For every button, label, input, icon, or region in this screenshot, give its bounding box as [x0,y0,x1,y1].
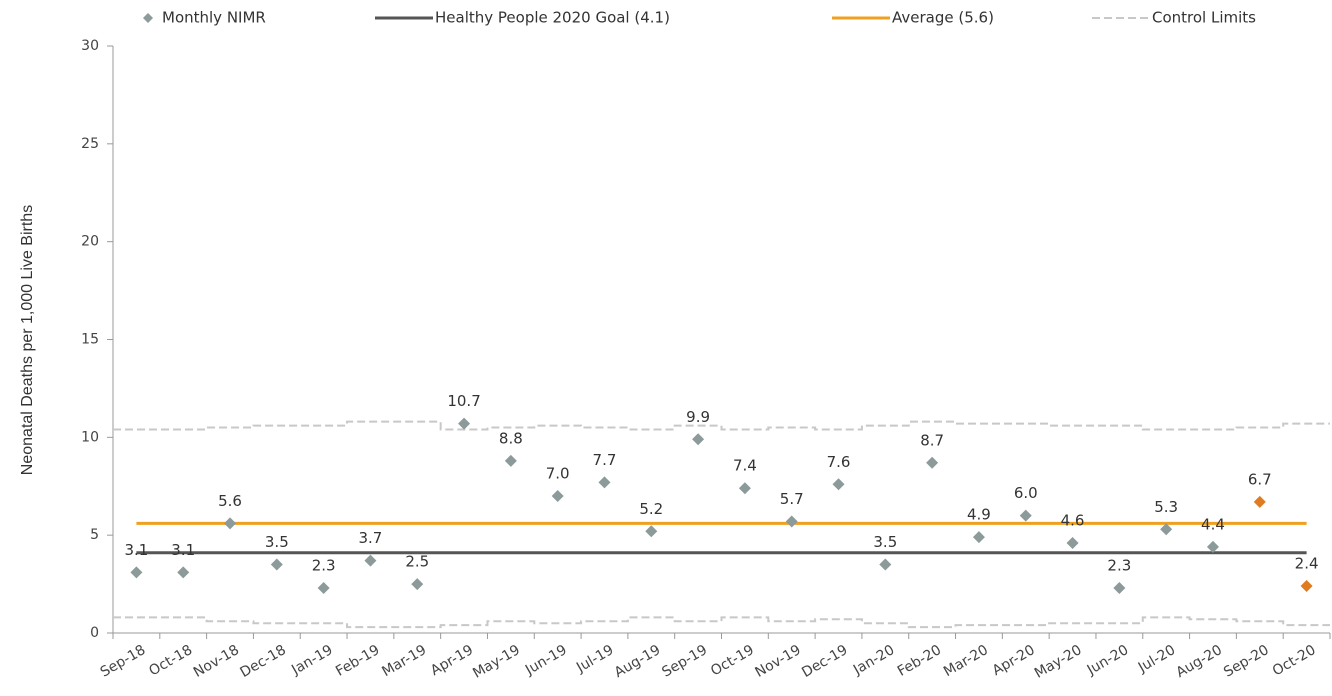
data-label: 2.3 [1107,556,1131,574]
data-point [645,525,658,538]
x-tick-label: Oct-18 [146,642,195,679]
data-point [832,478,845,491]
data-point [1253,495,1266,508]
data-point [738,482,751,495]
x-tick-label: Mar-19 [379,642,429,680]
data-point [317,581,330,594]
x-tick-label: Nov-18 [191,642,242,681]
data-point [1160,523,1173,536]
data-label: 4.4 [1201,515,1225,533]
data-label: 2.4 [1295,555,1319,573]
data-label: 5.7 [780,490,804,508]
data-label: 5.2 [639,500,663,518]
x-tick-label: Jan-19 [288,642,335,679]
data-label: 2.5 [405,553,429,571]
control-limit [113,420,1330,431]
x-tick-label: Sep-20 [1221,642,1272,680]
y-tick-label: 10 [81,429,99,445]
x-tick-label: Oct-19 [708,642,757,679]
x-tick-label: Apr-19 [428,642,476,679]
data-point [1066,536,1079,549]
data-point [692,433,705,446]
y-tick-label: 0 [90,625,99,641]
data-point [785,515,798,528]
data-label: 4.9 [967,506,991,524]
data-point [458,417,471,430]
data-label: 7.7 [593,451,617,469]
data-point [972,531,985,544]
data-label: 7.6 [827,453,851,471]
y-tick-label: 5 [90,527,99,543]
data-point [224,517,237,530]
data-label: 5.6 [218,492,242,510]
data-label: 3.1 [124,541,148,559]
x-tick-label: Oct-20 [1270,642,1319,679]
data-point [926,456,939,469]
x-tick-label: Jan-20 [850,642,897,679]
x-tick-label: Jun-19 [522,642,570,679]
data-point [364,554,377,567]
data-label: 7.0 [546,465,570,483]
data-label: 8.7 [920,431,944,449]
data-point [879,558,892,571]
data-label: 10.7 [447,392,480,410]
x-tick-label: Nov-19 [753,642,804,681]
data-label: 9.9 [686,408,710,426]
legend-swatch [143,13,153,23]
data-label: 3.7 [359,529,383,547]
data-point [411,578,424,591]
y-tick-label: 25 [81,136,99,152]
x-tick-label: Sep-19 [659,642,710,680]
x-tick-label: Aug-19 [612,642,663,681]
data-label: 7.4 [733,457,757,475]
data-point [1019,509,1032,522]
data-point [504,454,517,467]
x-tick-label: Jul-19 [573,642,616,676]
data-label: 3.5 [265,533,289,551]
data-label: 3.1 [171,541,195,559]
x-tick-label: Feb-19 [333,642,382,680]
data-label: 5.3 [1154,498,1178,516]
x-tick-label: Feb-20 [895,642,944,680]
data-point [1206,540,1219,553]
x-tick-label: Dec-18 [238,642,289,681]
data-point [130,566,143,579]
y-tick-label: 20 [81,234,99,250]
data-point [551,490,564,503]
data-label: 6.0 [1014,484,1038,502]
y-tick-label: 15 [81,332,99,348]
y-tick-label: 30 [81,38,99,54]
legend-label: Control Limits [1152,9,1256,27]
x-tick-label: Sep-18 [98,642,149,680]
data-point [1113,581,1126,594]
data-point [270,558,283,571]
legend-label: Healthy People 2020 Goal (4.1) [435,9,670,27]
data-point [598,476,611,489]
x-tick-label: May-19 [470,642,523,682]
data-point [177,566,190,579]
y-axis-label: Neonatal Deaths per 1,000 Live Births [19,205,36,475]
legend-label: Average (5.6) [892,9,994,27]
x-tick-label: Aug-20 [1174,642,1225,681]
control-limit [113,616,1330,629]
data-label: 3.5 [873,533,897,551]
x-tick-label: Apr-20 [990,642,1038,679]
data-label: 4.6 [1061,511,1085,529]
x-tick-label: Dec-19 [799,642,850,681]
x-tick-label: May-20 [1032,642,1085,682]
legend-label: Monthly NIMR [162,9,266,27]
x-tick-label: Jul-20 [1135,642,1178,676]
data-point [1300,580,1313,593]
x-tick-label: Mar-20 [941,642,991,680]
data-label: 8.8 [499,429,523,447]
data-label: 6.7 [1248,470,1272,488]
x-tick-label: Jun-20 [1084,642,1132,679]
data-label: 2.3 [312,556,336,574]
